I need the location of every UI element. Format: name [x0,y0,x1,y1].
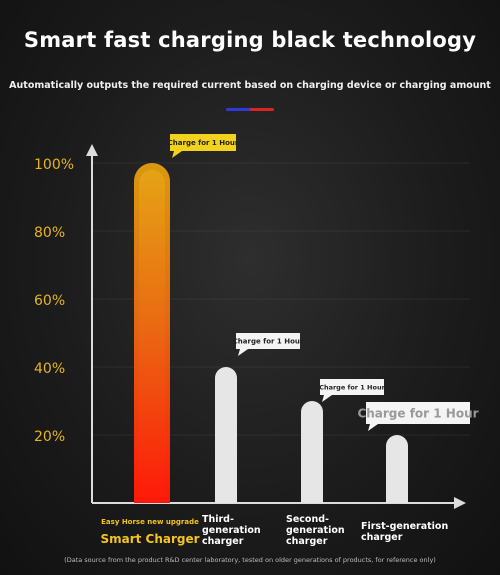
y-axis-arrow-icon [86,144,98,156]
category-label-line: Third- [202,514,234,525]
y-tick-label: 60% [34,293,65,309]
footnote: (Data source from the product R&D center… [64,556,436,564]
callout-text: Charge for 1 Hour [168,139,239,147]
y-tick-label: 20% [34,429,65,445]
callout-text: Charge for 1 Hour [233,338,304,346]
category-label: Second-generation charger [286,514,345,547]
category-label-line: First-generation [361,521,448,532]
callout-bubble [170,134,236,158]
callout-text: Charge for 1 Hour [357,406,478,420]
annotation-callout: Charge for 1 Hour [357,402,479,431]
category-label-line: Second- [286,514,329,525]
category-label-line: charger [361,532,403,543]
category-label: First-generation charger [361,521,448,543]
category-label-line: generation [286,525,345,536]
category-label: Smart Charger [100,532,199,546]
annotation-callout: Charge for 1 Hour [319,379,386,402]
y-tick-label: 40% [34,361,65,377]
page-title: Smart fast charging black technology [23,28,477,52]
category-label-prefix: Easy Horse new upgrade [101,518,199,526]
category-label-line: generation [202,525,261,536]
labels: 20% 40% 60% 80% 100% Charge for 1 Hour Charge … [34,134,479,547]
accent-divider [226,108,274,111]
annotation-callout: Charge for 1 Hour [233,333,304,356]
callout-bubble [320,379,384,402]
bar-second-generation [301,401,323,503]
x-axis-arrow-icon [454,497,466,509]
callout-bubble [366,402,470,431]
annotation-callout: Charge for 1 Hour [168,134,239,158]
bar-third-generation [215,367,237,503]
callout-bubble [236,333,300,356]
bar-inner-glow [139,170,165,503]
y-tick-label: 80% [34,225,65,241]
category-label-line: charger [286,536,328,547]
category-label: Third-generation charger [202,514,261,547]
callout-text: Charge for 1 Hour [319,383,385,391]
y-tick-label: 100% [34,157,74,173]
category-label-line: charger [202,536,244,547]
bars [134,163,408,503]
bar-first-generation [386,435,408,503]
page-subtitle: Automatically outputs the required curre… [9,80,491,91]
